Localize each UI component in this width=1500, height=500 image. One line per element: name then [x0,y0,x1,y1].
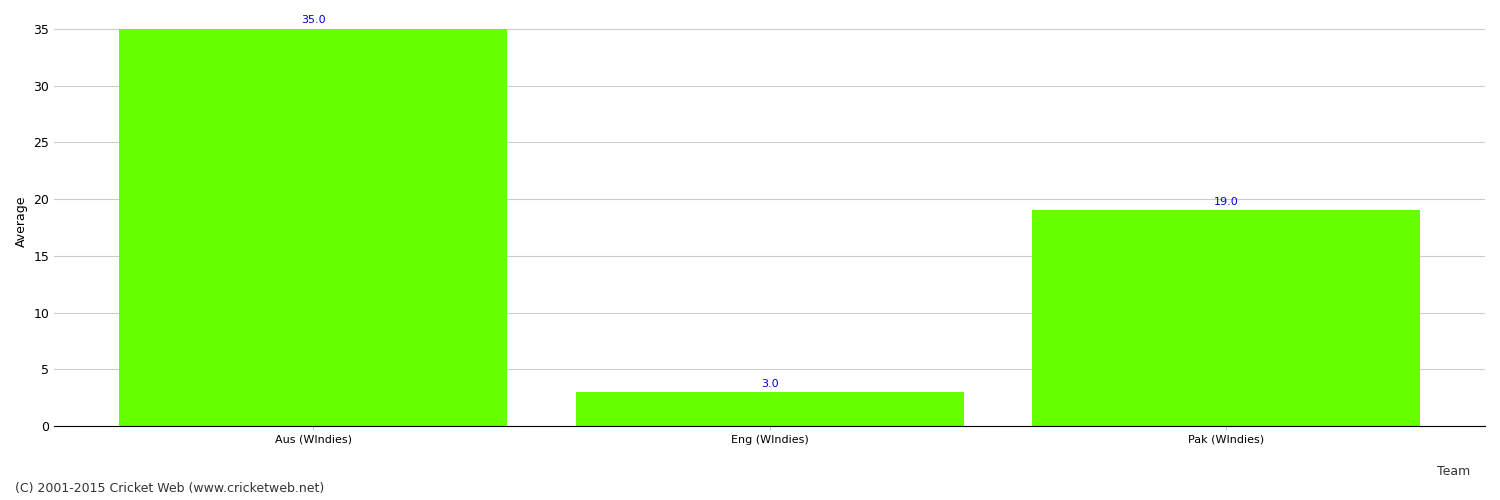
Text: Team: Team [1437,465,1470,478]
Bar [1032,210,1420,426]
Text: 3.0: 3.0 [760,378,778,388]
Text: 35.0: 35.0 [302,16,326,26]
Bar [576,392,963,426]
Text: (C) 2001-2015 Cricket Web (www.cricketweb.net): (C) 2001-2015 Cricket Web (www.cricketwe… [15,482,324,495]
Bar [120,29,507,426]
Y-axis label: Average: Average [15,196,28,248]
Text: 19.0: 19.0 [1214,197,1239,207]
